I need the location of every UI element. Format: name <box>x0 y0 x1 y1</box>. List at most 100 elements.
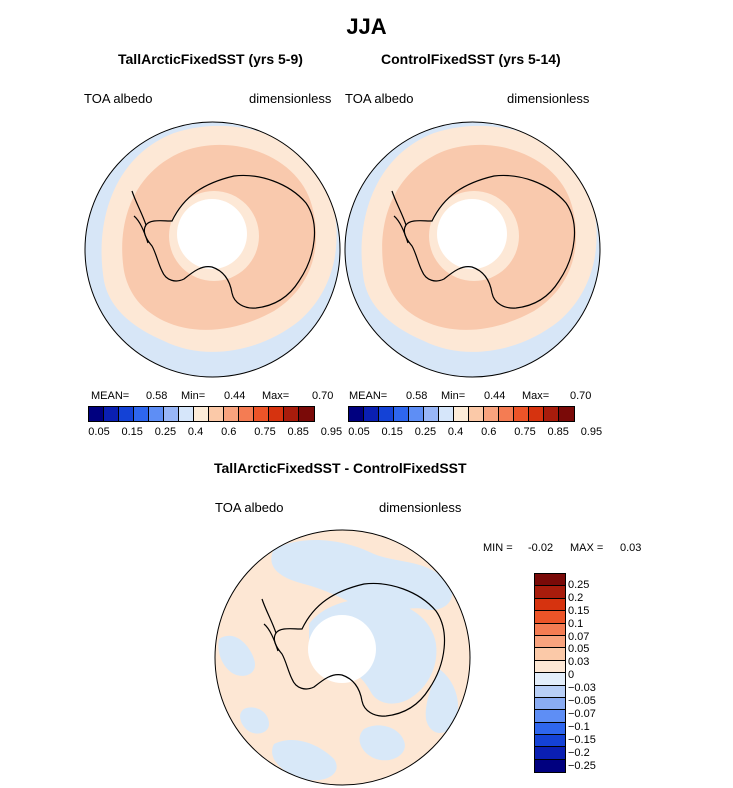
colorbar-tick-label: −0.03 <box>568 682 596 695</box>
panel2-polar-hole <box>437 199 507 269</box>
panel1-mean-value: 0.58 <box>146 390 168 402</box>
colorbar-tick-label: 0.4 <box>187 426 204 438</box>
colorbar-swatch <box>364 407 379 421</box>
colorbar-tick-label: 0.05 <box>348 426 370 438</box>
colorbar-tick-label: 0.75 <box>514 426 536 438</box>
diff-negative-region-north <box>271 539 453 613</box>
colorbar-swatch <box>254 407 269 421</box>
diff-negative-patch-southwest <box>240 707 269 734</box>
panel1-peninsula-coastline <box>131 190 149 244</box>
colorbar-swatch <box>535 598 565 612</box>
colorbar-swatch <box>379 407 394 421</box>
panel1-polar-map <box>84 121 341 378</box>
colorbar-swatch <box>535 697 565 711</box>
colorbar-tick-label: 0.95 <box>320 426 343 438</box>
panel2-peninsula-coastline <box>391 190 409 244</box>
diff-min-value: -0.02 <box>528 542 554 554</box>
diff-peninsula-coastline <box>261 598 279 652</box>
panel1-antarctica-coastline <box>143 174 316 309</box>
panel2-min-value: 0.44 <box>484 390 506 402</box>
colorbar-swatch <box>439 407 454 421</box>
panel2-units-label: dimensionless <box>507 91 590 106</box>
diff-negative-region-east <box>425 669 459 734</box>
colorbar-swatch <box>535 685 565 698</box>
panel2-max-value: 0.70 <box>570 390 592 402</box>
diff-polar-hole <box>308 615 376 683</box>
colorbar-tick-label: 0.85 <box>287 426 309 438</box>
colorbar-tick-label: 0.15 <box>381 426 403 438</box>
colorbar-swatch <box>544 407 559 421</box>
panel1-colorbar <box>88 406 315 422</box>
panel2-mean-value: 0.58 <box>406 390 428 402</box>
diff-max-label: MAX = <box>570 542 604 554</box>
diff-polar-map <box>214 529 471 786</box>
diff-colorbar-ticks: 0.25 0.2 0.15 0.1 0.07 0.05 0.03 0 −0.03 −0.05 −0.… <box>566 573 626 773</box>
colorbar-tick-label: 0.85 <box>547 426 569 438</box>
colorbar-swatch <box>499 407 514 421</box>
colorbar-tick-label: 0.25 <box>568 578 590 591</box>
colorbar-swatch <box>269 407 284 421</box>
panel1-max-value: 0.70 <box>312 390 334 402</box>
colorbar-swatch <box>454 407 469 421</box>
colorbar-swatch <box>179 407 194 421</box>
panel2-min-label: Min= <box>441 390 466 402</box>
colorbar-swatch <box>149 407 164 421</box>
diff-variable-label: TOA albedo <box>215 500 284 515</box>
colorbar-tick-label: 0.15 <box>121 426 143 438</box>
colorbar-tick-label: 0.4 <box>447 426 464 438</box>
diff-units-label: dimensionless <box>379 500 462 515</box>
colorbar-tick-label: 0.2 <box>568 591 584 604</box>
colorbar-tick-label: 0.25 <box>154 426 177 438</box>
colorbar-swatch <box>535 759 565 773</box>
panel1-title: TallArcticFixedSST (yrs 5-9) <box>118 51 303 67</box>
panel1-mean-label: MEAN= <box>91 390 130 402</box>
colorbar-swatch <box>239 407 254 421</box>
colorbar-tick-label: 0.6 <box>481 426 497 438</box>
colorbar-tick-label: 0.75 <box>254 426 276 438</box>
colorbar-swatch <box>224 407 239 421</box>
colorbar-tick-label: 0.95 <box>580 426 603 438</box>
colorbar-swatch <box>535 722 565 736</box>
colorbar-tick-label: −0.15 <box>568 733 596 746</box>
colorbar-swatch <box>535 635 565 649</box>
diff-panel-title: TallArcticFixedSST - ControlFixedSST <box>214 460 467 476</box>
colorbar-swatch <box>394 407 409 421</box>
colorbar-swatch <box>535 735 565 748</box>
diff-antarctica-coastline <box>273 582 446 717</box>
colorbar-swatch <box>535 574 565 587</box>
colorbar-swatch <box>424 407 439 421</box>
colorbar-tick-label: 0.25 <box>414 426 437 438</box>
colorbar-swatch <box>119 407 134 421</box>
panel1-min-value: 0.44 <box>224 390 246 402</box>
colorbar-tick-label: 0.6 <box>221 426 237 438</box>
panel2-antarctica-coastline <box>403 174 576 309</box>
colorbar-swatch <box>89 407 104 421</box>
colorbar-tick-label: 0.03 <box>568 656 590 669</box>
panel2-polar-map <box>344 121 601 378</box>
colorbar-swatch <box>535 673 565 686</box>
panel2-variable-label: TOA albedo <box>345 91 414 106</box>
panel1-polar-hole <box>177 199 247 269</box>
colorbar-swatch <box>299 407 314 421</box>
colorbar-tick-label: 0.05 <box>568 643 590 656</box>
colorbar-tick-label: 0.05 <box>88 426 110 438</box>
panel1-colorbar-ticks: 0.05 0.15 0.25 0.4 0.6 0.75 0.85 0.95 <box>88 426 342 440</box>
colorbar-tick-label: −0.05 <box>568 695 596 707</box>
colorbar-tick-label: 0.15 <box>568 604 590 617</box>
panel1-units-label: dimensionless <box>249 91 332 106</box>
panel2-max-label: Max= <box>522 390 550 402</box>
colorbar-tick-label: 0.1 <box>568 617 584 630</box>
colorbar-swatch <box>535 710 565 723</box>
diff-negative-region-south <box>272 739 337 781</box>
colorbar-swatch <box>535 747 565 760</box>
colorbar-swatch <box>514 407 529 421</box>
diff-negative-region-west <box>218 635 255 676</box>
colorbar-tick-label: −0.1 <box>568 720 590 733</box>
colorbar-swatch <box>559 407 574 421</box>
diff-negative-region-southeast <box>359 725 405 761</box>
panel1-min-label: Min= <box>181 390 206 402</box>
panel2-colorbar-ticks: 0.05 0.15 0.25 0.4 0.6 0.75 0.85 0.95 <box>348 426 602 440</box>
colorbar-tick-label: −0.07 <box>568 707 596 720</box>
figure-title: JJA <box>346 14 387 39</box>
diff-max-value: 0.03 <box>620 542 642 554</box>
